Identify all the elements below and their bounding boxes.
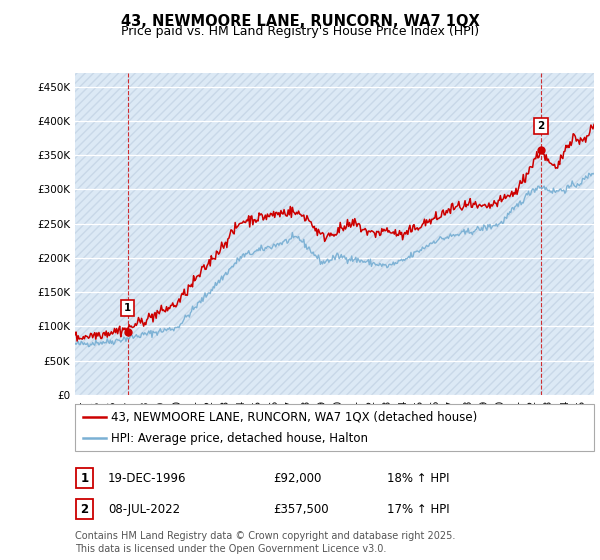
Text: 43, NEWMOORE LANE, RUNCORN, WA7 1QX (detached house): 43, NEWMOORE LANE, RUNCORN, WA7 1QX (det… bbox=[112, 410, 478, 423]
Text: 18% ↑ HPI: 18% ↑ HPI bbox=[387, 472, 449, 485]
Text: 1: 1 bbox=[80, 472, 89, 485]
Text: 1: 1 bbox=[124, 303, 131, 313]
Text: HPI: Average price, detached house, Halton: HPI: Average price, detached house, Halt… bbox=[112, 432, 368, 445]
FancyBboxPatch shape bbox=[75, 404, 594, 451]
Text: 43, NEWMOORE LANE, RUNCORN, WA7 1QX: 43, NEWMOORE LANE, RUNCORN, WA7 1QX bbox=[121, 14, 479, 29]
FancyBboxPatch shape bbox=[76, 468, 93, 488]
Text: Price paid vs. HM Land Registry's House Price Index (HPI): Price paid vs. HM Land Registry's House … bbox=[121, 25, 479, 38]
Text: £92,000: £92,000 bbox=[273, 472, 322, 485]
Text: 19-DEC-1996: 19-DEC-1996 bbox=[108, 472, 187, 485]
Text: Contains HM Land Registry data © Crown copyright and database right 2025.
This d: Contains HM Land Registry data © Crown c… bbox=[75, 531, 455, 554]
Text: £357,500: £357,500 bbox=[273, 502, 329, 516]
Text: 17% ↑ HPI: 17% ↑ HPI bbox=[387, 502, 449, 516]
Text: 08-JUL-2022: 08-JUL-2022 bbox=[108, 502, 180, 516]
Text: 2: 2 bbox=[538, 121, 545, 131]
Text: 2: 2 bbox=[80, 502, 89, 516]
FancyBboxPatch shape bbox=[76, 499, 93, 519]
